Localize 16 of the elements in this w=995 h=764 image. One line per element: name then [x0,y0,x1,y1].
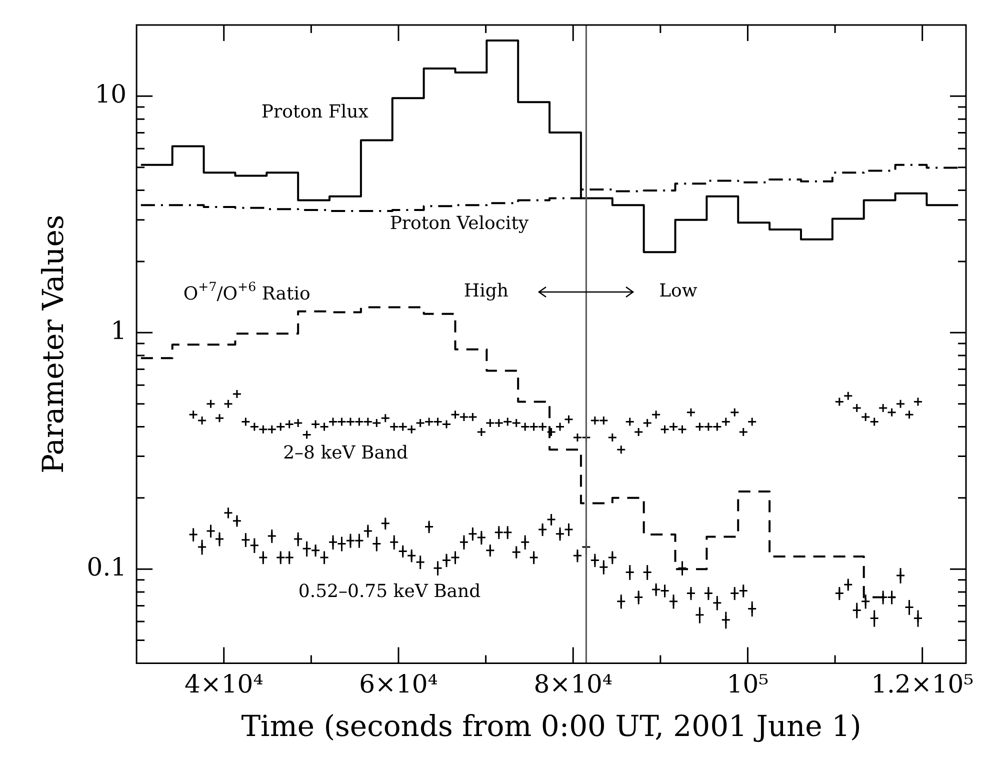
x-tick-label: 8×10⁴ [534,670,612,699]
y-tick-label: 0.1 [86,552,127,582]
y-tick-label: 1 [110,316,127,346]
annotation: High [464,280,509,302]
series-label: Proton Flux [261,102,368,123]
x-axis-title: Time (seconds from 0:00 UT, 2001 June 1) [241,709,862,744]
series-label: Proton Velocity [390,212,530,234]
x-tick-label: 10⁵ [726,670,769,699]
x-tick-label: 6×10⁴ [359,670,438,699]
y-axis-title: Parameter Values [36,214,70,474]
series-label: 2–8 keV Band [283,442,408,464]
x-tick-label: 1.2×10⁵ [871,670,974,699]
y-tick-label: 10 [94,80,127,109]
annotation: Low [659,280,698,302]
series-label: 0.52–0.75 keV Band [298,581,481,602]
x-tick-label: 4×10⁴ [184,670,264,699]
